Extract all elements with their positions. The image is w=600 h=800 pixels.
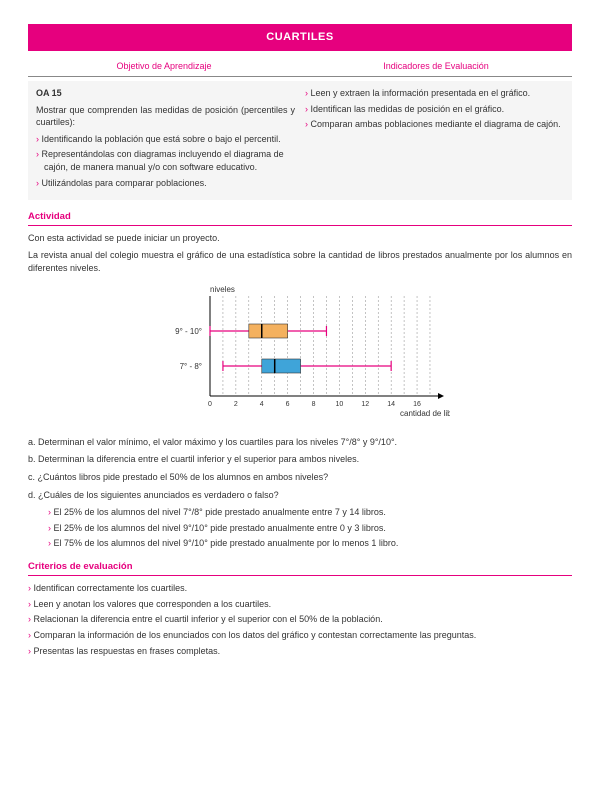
activity-p1: Con esta actividad se puede iniciar un p…: [28, 232, 572, 245]
question-b: b. Determinan la diferencia entre el cua…: [28, 453, 572, 466]
question-d-sub: El 25% de los alumnos del nivel 7°/8° pi…: [48, 506, 572, 519]
indicators-column: Leen y extraen la información presentada…: [305, 87, 564, 192]
svg-text:16: 16: [413, 401, 421, 408]
svg-text:cantidad de libros: cantidad de libros: [400, 409, 450, 418]
question-c: c. ¿Cuántos libros pide prestado el 50% …: [28, 471, 572, 484]
svg-text:0: 0: [208, 401, 212, 408]
activity-heading: Actividad: [28, 210, 572, 226]
learning-headers: Objetivo de Aprendizaje Indicadores de E…: [28, 57, 572, 77]
question-d-sub: El 75% de los alumnos del nivel 9°/10° p…: [48, 537, 572, 550]
objective-column: OA 15 Mostrar que comprenden las medidas…: [36, 87, 295, 192]
svg-text:7° - 8°: 7° - 8°: [180, 362, 202, 371]
oa-item: Identificando la población que está sobr…: [36, 133, 295, 146]
criteria-item: Identifican correctamente los cuartiles.: [28, 582, 572, 595]
oa-item: Utilizándolas para comparar poblaciones.: [36, 177, 295, 190]
criteria-item: Presentas las respuestas en frases compl…: [28, 645, 572, 658]
criteria-item: Comparan la información de los enunciado…: [28, 629, 572, 642]
svg-text:12: 12: [361, 401, 369, 408]
oa-item: Representándolas con diagramas incluyend…: [36, 148, 295, 173]
svg-text:14: 14: [387, 401, 395, 408]
oa-item-text: Representándolas con diagramas incluyend…: [42, 149, 284, 172]
criteria-heading: Criterios de evaluación: [28, 560, 572, 576]
question-a: a. Determinan el valor mínimo, el valor …: [28, 436, 572, 449]
svg-text:6: 6: [286, 401, 290, 408]
question-d: d. ¿Cuáles de los siguientes anunciados …: [28, 489, 572, 502]
criteria-item: Relacionan la diferencia entre el cuarti…: [28, 613, 572, 626]
boxplot-chart: niveles 0 2 4 6 8 10 12 14 16cantidad de libros 9°…: [150, 282, 450, 426]
svg-text:2: 2: [234, 401, 238, 408]
header-objective: Objetivo de Aprendizaje: [28, 57, 300, 76]
svg-text:niveles: niveles: [210, 285, 235, 294]
oa-code: OA 15: [36, 87, 295, 100]
question-d-sub: El 25% de los alumnos del nivel 9°/10° p…: [48, 522, 572, 535]
indicator-item: Comparan ambas poblaciones mediante el d…: [305, 118, 564, 131]
boxplot-svg: niveles 0 2 4 6 8 10 12 14 16cantidad de libros 9°…: [150, 282, 450, 422]
indicator-item: Identifican las medidas de posición en e…: [305, 103, 564, 116]
oa-intro: Mostrar que comprenden las medidas de po…: [36, 104, 295, 129]
page-title: CUARTILES: [28, 24, 572, 51]
svg-text:10: 10: [336, 401, 344, 408]
header-indicators: Indicadores de Evaluación: [300, 57, 572, 76]
svg-text:8: 8: [312, 401, 316, 408]
svg-text:4: 4: [260, 401, 264, 408]
svg-text:9° - 10°: 9° - 10°: [175, 327, 202, 336]
indicator-item: Leen y extraen la información presentada…: [305, 87, 564, 100]
criteria-item: Leen y anotan los valores que correspond…: [28, 598, 572, 611]
learning-content: OA 15 Mostrar que comprenden las medidas…: [28, 81, 572, 200]
activity-p2: La revista anual del colegio muestra el …: [28, 249, 572, 274]
